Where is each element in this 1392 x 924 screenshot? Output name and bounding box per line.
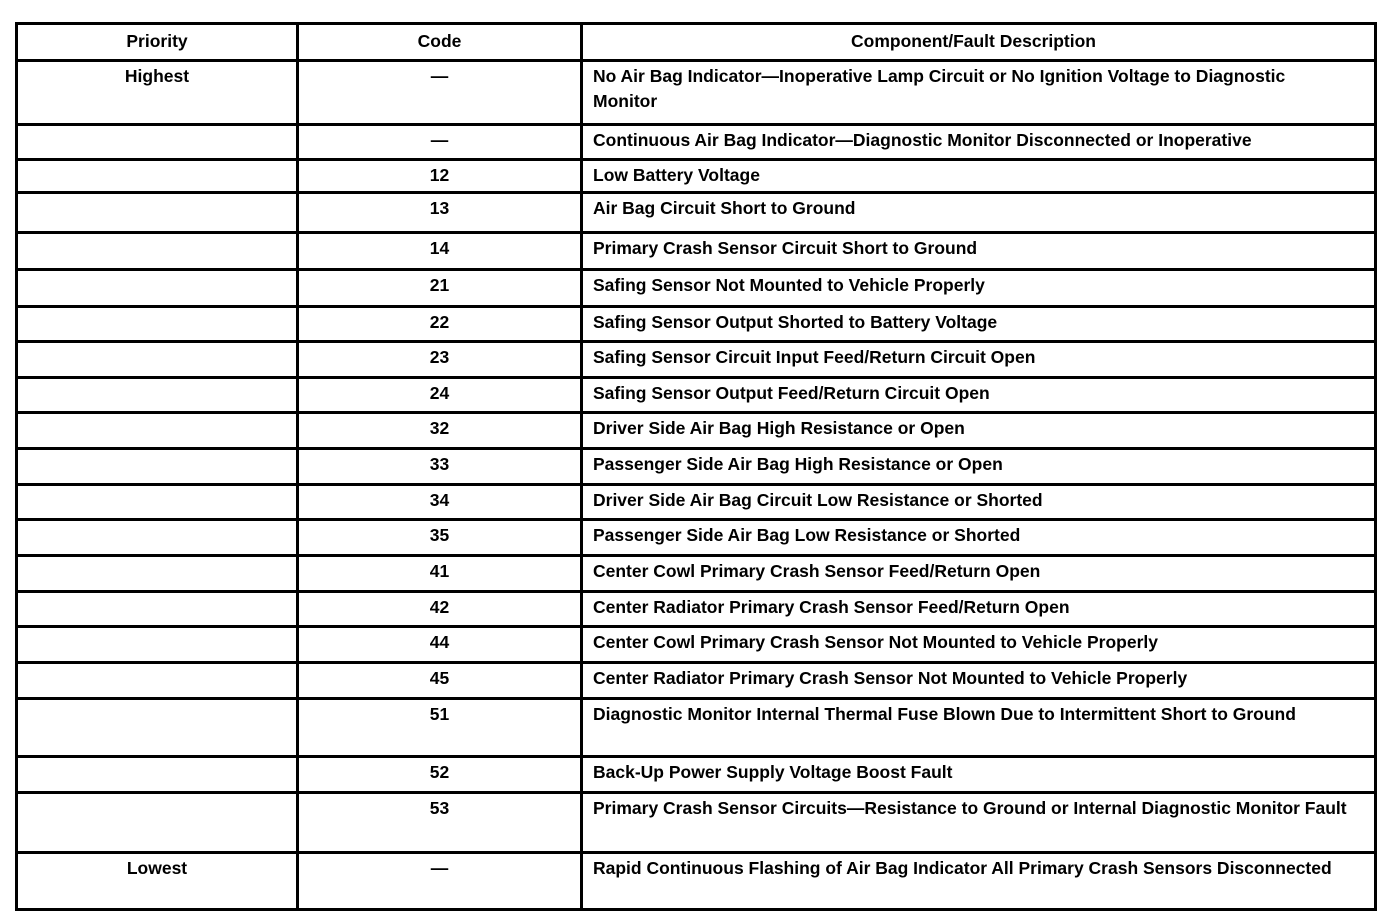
priority-cell <box>18 308 299 340</box>
description-cell: Center Cowl Primary Crash Sensor Not Mou… <box>593 632 1158 652</box>
code-cell: — <box>299 62 583 123</box>
code-cell: 45 <box>299 664 583 697</box>
table-row: — Continuous Air Bag Indicator—Diagnostic… <box>18 123 1374 158</box>
header-description: Component/Fault Description <box>851 31 1096 51</box>
header-priority: Priority <box>18 25 299 59</box>
code-cell: 51 <box>299 700 583 755</box>
code-cell: 22 <box>299 308 583 340</box>
code-cell: — <box>299 126 583 158</box>
description-cell: Safing Sensor Not Mounted to Vehicle Pro… <box>593 275 985 295</box>
description-cell: Driver Side Air Bag High Resistance or O… <box>593 418 965 438</box>
description-cell: Driver Side Air Bag Circuit Low Resistan… <box>593 490 1043 510</box>
code-cell: 52 <box>299 758 583 791</box>
table-row: 14 Primary Crash Sensor Circuit Short to … <box>18 231 1374 268</box>
priority-cell <box>18 557 299 590</box>
description-cell: Safing Sensor Output Feed/Return Circuit… <box>593 383 990 403</box>
priority-cell <box>18 664 299 697</box>
priority-cell <box>18 521 299 554</box>
description-cell: Center Radiator Primary Crash Sensor Fee… <box>593 597 1070 617</box>
code-cell: 35 <box>299 521 583 554</box>
code-cell: 41 <box>299 557 583 590</box>
header-code: Code <box>299 25 583 59</box>
table-row: 42 Center Radiator Primary Crash Sensor F… <box>18 590 1374 625</box>
description-cell: Primary Crash Sensor Circuits—Resistance… <box>593 798 1347 818</box>
code-cell: 42 <box>299 593 583 625</box>
code-cell: 34 <box>299 486 583 518</box>
code-cell: 32 <box>299 414 583 447</box>
table-row: 52 Back-Up Power Supply Voltage Boost Fau… <box>18 755 1374 791</box>
code-cell: 13 <box>299 194 583 231</box>
description-cell: Low Battery Voltage <box>593 165 760 185</box>
priority-cell <box>18 593 299 625</box>
priority-cell <box>18 343 299 376</box>
table-row: 13 Air Bag Circuit Short to Ground <box>18 191 1374 231</box>
priority-cell <box>18 628 299 661</box>
table-row: 51 Diagnostic Monitor Internal Thermal Fu… <box>18 697 1374 755</box>
description-cell: Continuous Air Bag Indicator—Diagnostic … <box>593 130 1252 150</box>
description-cell: Air Bag Circuit Short to Ground <box>593 198 856 218</box>
code-cell: 53 <box>299 794 583 851</box>
description-cell: Safing Sensor Output Shorted to Battery … <box>593 312 998 332</box>
description-cell: Back-Up Power Supply Voltage Boost Fault <box>593 762 953 782</box>
priority-cell <box>18 700 299 755</box>
table-row: 34 Driver Side Air Bag Circuit Low Resist… <box>18 483 1374 518</box>
priority-cell <box>18 161 299 191</box>
code-cell: 23 <box>299 343 583 376</box>
code-cell: 14 <box>299 234 583 268</box>
priority-cell: Lowest <box>18 854 299 908</box>
description-cell: Safing Sensor Circuit Input Feed/Return … <box>593 347 1036 367</box>
code-cell: 24 <box>299 379 583 411</box>
table-row: 41 Center Cowl Primary Crash Sensor Feed/… <box>18 554 1374 590</box>
table-row: Highest — No Air Bag Indicator—Inoperative… <box>18 59 1374 123</box>
description-cell: Primary Crash Sensor Circuit Short to Gr… <box>593 238 978 258</box>
priority-cell <box>18 414 299 447</box>
description-cell: Center Cowl Primary Crash Sensor Feed/Re… <box>593 561 1041 581</box>
code-cell: — <box>299 854 583 908</box>
priority-cell: Highest <box>18 62 299 123</box>
table-row: 45 Center Radiator Primary Crash Sensor N… <box>18 661 1374 697</box>
description-cell: No Air Bag Indicator—Inoperative Lamp Ci… <box>593 66 1286 111</box>
table-row: 35 Passenger Side Air Bag Low Resistance … <box>18 518 1374 554</box>
description-cell: Rapid Continuous Flashing of Air Bag Ind… <box>593 858 1332 878</box>
description-cell: Center Radiator Primary Crash Sensor Not… <box>593 668 1188 688</box>
code-cell: 33 <box>299 450 583 483</box>
priority-cell <box>18 234 299 268</box>
table-row: 33 Passenger Side Air Bag High Resistance… <box>18 447 1374 483</box>
table-row: 24 Safing Sensor Output Feed/Return Circu… <box>18 376 1374 411</box>
code-cell: 44 <box>299 628 583 661</box>
priority-cell <box>18 271 299 305</box>
code-cell: 21 <box>299 271 583 305</box>
fault-code-table: Priority Code Component/Fault Descriptio… <box>15 22 1377 911</box>
table-row: 53 Primary Crash Sensor Circuits—Resistan… <box>18 791 1374 851</box>
table-row: 44 Center Cowl Primary Crash Sensor Not M… <box>18 625 1374 661</box>
table-row: Lowest — Rapid Continuous Flashing of Air … <box>18 851 1374 908</box>
description-cell: Passenger Side Air Bag High Resistance o… <box>593 454 1003 474</box>
description-cell: Diagnostic Monitor Internal Thermal Fuse… <box>593 704 1296 724</box>
priority-cell <box>18 450 299 483</box>
table-row: 32 Driver Side Air Bag High Resistance or… <box>18 411 1374 447</box>
table-row: 21 Safing Sensor Not Mounted to Vehicle P… <box>18 268 1374 305</box>
table-row: 22 Safing Sensor Output Shorted to Batter… <box>18 305 1374 340</box>
description-cell: Passenger Side Air Bag Low Resistance or… <box>593 525 1021 545</box>
table-row: 12 Low Battery Voltage <box>18 158 1374 191</box>
table-header: Priority Code Component/Fault Descriptio… <box>18 25 1374 59</box>
priority-cell <box>18 758 299 791</box>
priority-cell <box>18 794 299 851</box>
table-row: 23 Safing Sensor Circuit Input Feed/Retur… <box>18 340 1374 376</box>
priority-cell <box>18 194 299 231</box>
priority-cell <box>18 126 299 158</box>
priority-cell <box>18 379 299 411</box>
code-cell: 12 <box>299 161 583 191</box>
priority-cell <box>18 486 299 518</box>
